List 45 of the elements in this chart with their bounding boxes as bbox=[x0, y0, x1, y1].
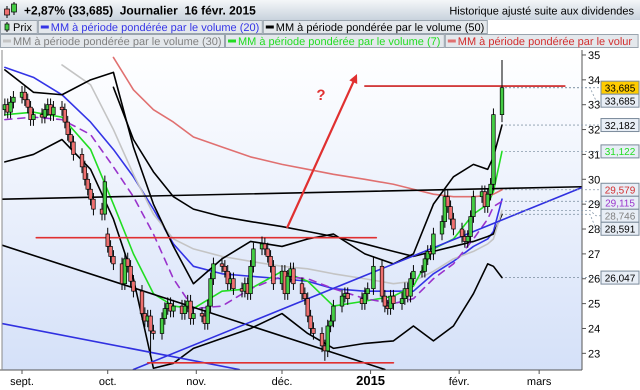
x-tick-label: déc. bbox=[272, 376, 292, 388]
x-tick-label: oct. bbox=[98, 376, 117, 388]
y-tick-label: 28 bbox=[588, 224, 600, 236]
annotation: 26,047 bbox=[604, 273, 636, 284]
legend-label: Prix bbox=[13, 22, 32, 34]
candlestick bbox=[51, 100, 56, 122]
candlestick bbox=[331, 299, 336, 328]
x-tick-label: sept. bbox=[10, 376, 34, 388]
y-tick-label: 34 bbox=[588, 74, 600, 87]
candlestick bbox=[31, 108, 36, 126]
chart-title: +2,87% (33,685) Journalier 16 févr. 2015 bbox=[24, 4, 256, 18]
y-tick-label: 27 bbox=[588, 248, 600, 261]
legend-label: MM à période pondérée par le volur bbox=[458, 36, 632, 48]
annotation: ? bbox=[316, 87, 326, 104]
y-tick-label: 26 bbox=[588, 274, 600, 286]
y-tick-label: 25 bbox=[588, 298, 600, 311]
y-tick-label: 32 bbox=[588, 124, 600, 137]
x-tick-label: févr. bbox=[448, 376, 470, 388]
candlestick bbox=[391, 289, 396, 310]
annotation: 29,115 bbox=[605, 198, 636, 210]
x-tick-label: nov. bbox=[186, 376, 206, 388]
text: Historique ajusté suite aux dividendes bbox=[449, 6, 634, 18]
annotation: 32,182 bbox=[604, 120, 636, 132]
y-tick-label: 35 bbox=[588, 50, 600, 62]
annotation: 28,746 bbox=[604, 212, 636, 223]
y-tick-label: 31 bbox=[588, 149, 600, 162]
legend-label: MM à période pondérée par le volume (30) bbox=[13, 36, 222, 48]
candlestick bbox=[460, 222, 464, 244]
annotation: 33,685 bbox=[604, 96, 636, 108]
annotation: 28,591 bbox=[604, 224, 636, 236]
legend-label: MM à période pondérée par le volume (20) bbox=[50, 22, 260, 34]
y-tick-label: 24 bbox=[588, 323, 600, 336]
candlestick bbox=[362, 286, 368, 310]
y-tick-label: 23 bbox=[588, 348, 600, 360]
x-tick-label: mars bbox=[526, 376, 552, 388]
legend-label: MM à période pondérée par le volume (50) bbox=[276, 22, 484, 34]
annotation: 33,685 bbox=[604, 83, 636, 94]
y-tick-label: 33 bbox=[588, 100, 600, 112]
candlestick bbox=[171, 299, 176, 318]
y-tick-label: 30 bbox=[588, 174, 600, 186]
y-tick-label: 29 bbox=[588, 199, 600, 212]
annotation: 29,579 bbox=[604, 186, 636, 197]
legend-label: MM à période pondérée par le volume (7) bbox=[238, 36, 440, 48]
annotation: 31,122 bbox=[604, 147, 636, 158]
x-tick-label: 2015 bbox=[356, 373, 386, 388]
